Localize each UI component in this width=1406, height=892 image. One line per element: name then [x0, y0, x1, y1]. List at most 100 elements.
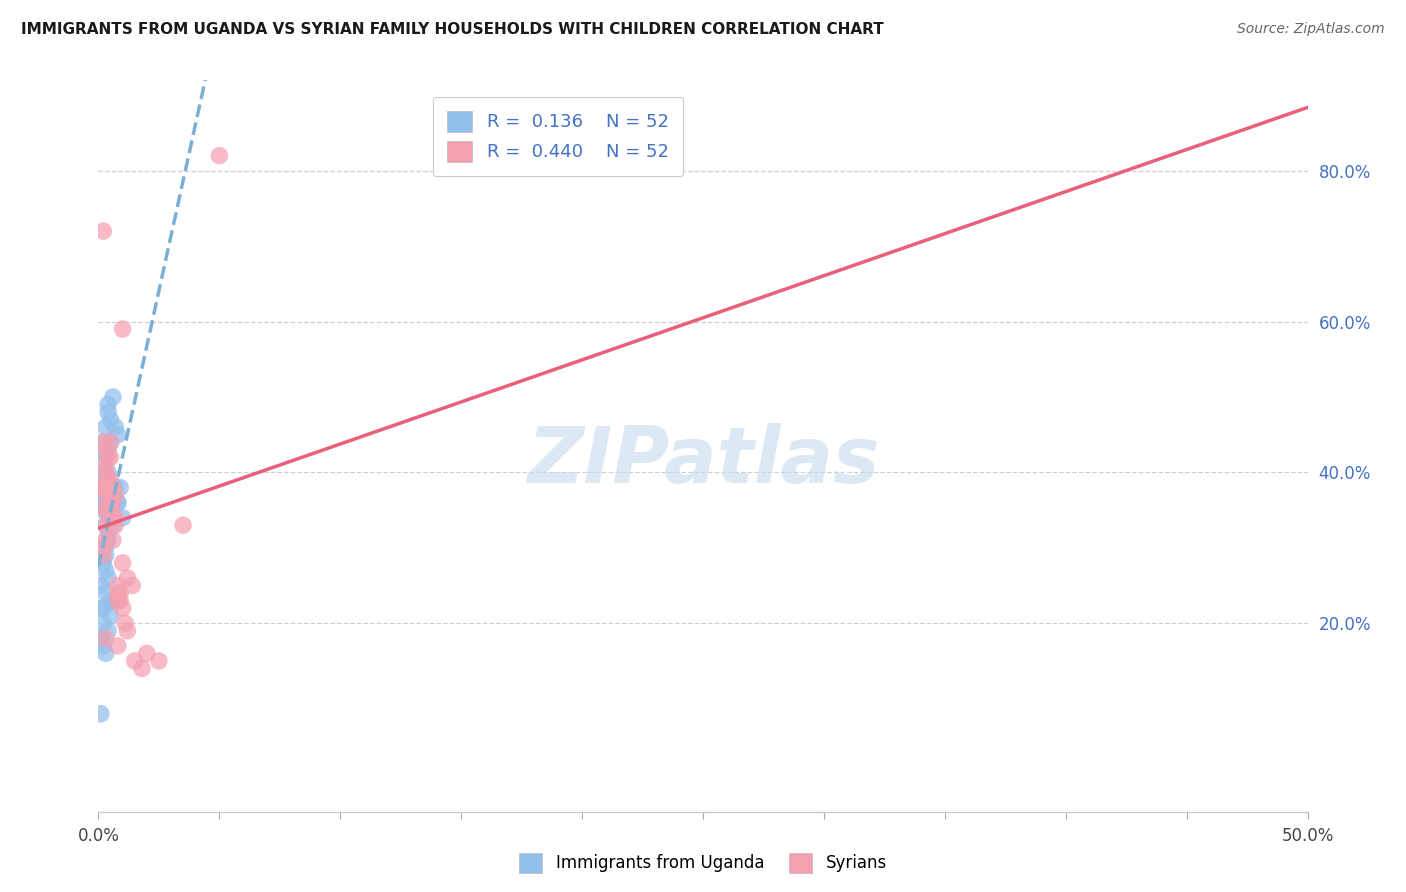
Point [90, 442, 112, 457]
Point [91, 480, 114, 494]
Point [100, 495, 122, 509]
Point [100, 503, 122, 517]
Point [94, 563, 117, 577]
Point [121, 578, 143, 592]
Point [97, 398, 120, 412]
Point [111, 322, 134, 336]
Point [94, 480, 117, 494]
Point [91, 435, 114, 450]
Point [108, 480, 131, 494]
Point [97, 495, 120, 509]
Point [90, 601, 112, 615]
Point [172, 518, 194, 533]
Point [104, 518, 127, 533]
Point [94, 450, 117, 465]
Point [91, 601, 114, 615]
Point [100, 593, 122, 607]
Point [90, 480, 112, 494]
Point [94, 533, 117, 548]
Point [107, 593, 129, 607]
Point [97, 624, 120, 638]
Point [94, 541, 117, 555]
Point [94, 518, 117, 533]
Text: Source: ZipAtlas.com: Source: ZipAtlas.com [1237, 22, 1385, 37]
Point [100, 480, 122, 494]
Text: IMMIGRANTS FROM UGANDA VS SYRIAN FAMILY HOUSEHOLDS WITH CHILDREN CORRELATION CHA: IMMIGRANTS FROM UGANDA VS SYRIAN FAMILY … [21, 22, 884, 37]
Point [94, 466, 117, 480]
Point [117, 624, 139, 638]
Point [94, 518, 117, 533]
Point [100, 435, 122, 450]
Point [97, 488, 120, 502]
Point [101, 533, 124, 548]
Point [107, 495, 129, 509]
Point [107, 495, 129, 509]
Point [131, 661, 153, 675]
Point [100, 435, 122, 450]
Point [91, 503, 114, 517]
Point [94, 420, 117, 434]
Point [90, 578, 112, 592]
Point [104, 480, 127, 494]
Point [104, 488, 127, 502]
Point [94, 549, 117, 563]
Point [107, 639, 129, 653]
Point [101, 390, 124, 404]
Point [114, 616, 136, 631]
Point [94, 632, 117, 646]
Point [94, 586, 117, 600]
Point [101, 503, 124, 517]
Point [111, 601, 134, 615]
Point [91, 556, 114, 570]
Point [97, 450, 120, 465]
Point [100, 480, 122, 494]
Point [94, 503, 117, 517]
Point [91, 549, 114, 563]
Point [100, 450, 122, 465]
Point [108, 586, 131, 600]
Point [100, 412, 122, 426]
Point [91, 639, 114, 653]
Point [90, 706, 112, 721]
Legend: Immigrants from Uganda, Syrians: Immigrants from Uganda, Syrians [512, 847, 894, 880]
Legend: R =  0.136    N = 52, R =  0.440    N = 52: R = 0.136 N = 52, R = 0.440 N = 52 [433, 96, 683, 177]
Point [91, 466, 114, 480]
Point [208, 149, 231, 163]
Point [111, 556, 134, 570]
Point [148, 654, 170, 668]
Point [107, 578, 129, 592]
Point [97, 503, 120, 517]
Point [101, 510, 124, 524]
Point [135, 646, 157, 660]
Point [97, 488, 120, 502]
Point [91, 541, 114, 555]
Point [124, 654, 146, 668]
Point [94, 442, 117, 457]
Point [91, 224, 114, 238]
Point [101, 480, 124, 494]
Point [111, 510, 134, 524]
Point [94, 503, 117, 517]
Point [100, 473, 122, 487]
Point [94, 458, 117, 472]
Point [94, 646, 117, 660]
Point [100, 608, 122, 623]
Point [101, 495, 124, 509]
Point [91, 616, 114, 631]
Point [100, 510, 122, 524]
Point [97, 525, 120, 540]
Point [97, 405, 120, 419]
Point [117, 571, 139, 585]
Point [97, 442, 120, 457]
Point [97, 473, 120, 487]
Point [101, 518, 124, 533]
Point [104, 593, 127, 607]
Point [90, 632, 112, 646]
Point [91, 495, 114, 509]
Point [91, 435, 114, 450]
Point [104, 510, 127, 524]
Point [91, 480, 114, 494]
Point [101, 480, 124, 494]
Point [108, 593, 131, 607]
Point [97, 533, 120, 548]
